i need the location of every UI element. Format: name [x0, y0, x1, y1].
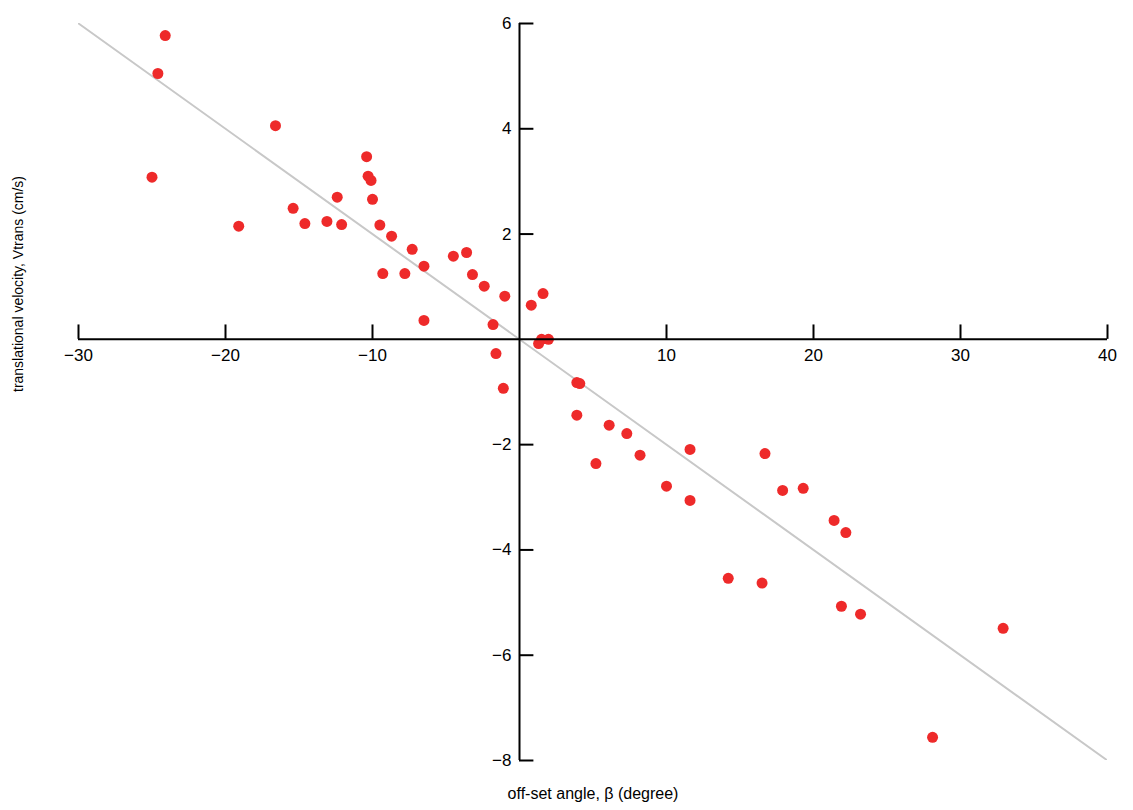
- svg-text:10: 10: [657, 346, 676, 365]
- svg-text:30: 30: [951, 346, 970, 365]
- svg-text:−2: −2: [492, 435, 511, 454]
- svg-text:40: 40: [1098, 346, 1117, 365]
- svg-text:−10: −10: [358, 346, 387, 365]
- svg-text:2: 2: [502, 225, 511, 244]
- svg-text:20: 20: [804, 346, 823, 365]
- svg-text:−4: −4: [492, 540, 511, 559]
- svg-text:−30: −30: [64, 346, 93, 365]
- svg-text:−8: −8: [492, 751, 511, 770]
- svg-text:off-set angle, β (degree): off-set angle, β (degree): [508, 785, 679, 802]
- svg-text:−20: −20: [211, 346, 240, 365]
- svg-text:translational velocity, Vtrans: translational velocity, Vtrans (cm/s): [10, 176, 26, 392]
- svg-text:4: 4: [502, 119, 511, 138]
- svg-text:6: 6: [502, 14, 511, 33]
- svg-text:−6: −6: [492, 646, 511, 665]
